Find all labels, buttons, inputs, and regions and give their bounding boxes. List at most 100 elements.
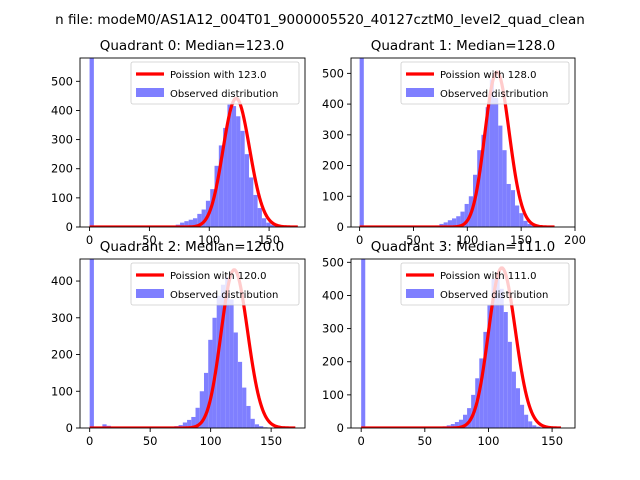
legend-patch-swatch <box>406 289 434 298</box>
x-tick-label: 150 <box>510 233 532 247</box>
x-tick-label: 50 <box>143 434 158 448</box>
hist-bar <box>188 219 193 227</box>
legend-label-fit: Poission with 111.0 <box>440 271 536 282</box>
y-tick-label: 100 <box>322 189 344 203</box>
hist-bar <box>248 177 254 227</box>
hist-bar <box>102 424 107 428</box>
hist-bar <box>487 305 492 428</box>
x-tick-label: 150 <box>541 434 563 448</box>
plot-area: 0 50 100 150 0 100 200 300 400 Poission with 120.… <box>51 258 306 448</box>
panel-quadrant-2: Quadrant 2: Median=120.0 0 50 100 150 0 100 20… <box>51 239 306 448</box>
hist-bar <box>495 275 500 428</box>
hist-bar <box>266 222 271 227</box>
x-tick-label: 50 <box>417 434 432 448</box>
hist-bar <box>246 405 251 428</box>
hist-bar <box>231 106 237 227</box>
hist-bar <box>502 150 507 227</box>
legend-patch-swatch <box>136 88 164 97</box>
x-tick-label: 0 <box>86 434 93 448</box>
legend-label-fit: Poission with 120.0 <box>170 271 266 282</box>
panel-title: Quadrant 1: Median=128.0 <box>371 38 555 54</box>
panel-title: Quadrant 3: Median=111.0 <box>371 239 555 255</box>
legend: Poission with 111.0 Observed distribution <box>400 262 570 306</box>
hist-bar <box>443 222 448 227</box>
legend: Poission with 123.0 Observed distribution <box>130 61 300 105</box>
hist-bar <box>237 361 243 428</box>
legend-label-fit: Poission with 123.0 <box>170 70 266 81</box>
hist-bar <box>481 134 486 227</box>
hist-bar <box>520 404 525 428</box>
plot-area: 0 50 100 150 200 0 100 200 300 400 500 Poission wit… <box>322 57 586 247</box>
x-tick-label: 100 <box>477 434 499 448</box>
hist-bar <box>458 419 463 428</box>
hist-bar <box>359 58 364 227</box>
y-tick-label: 100 <box>51 191 73 205</box>
hist-bar <box>242 387 247 428</box>
hist-bar <box>259 426 264 428</box>
legend-label-observed: Observed distribution <box>170 290 278 301</box>
y-tick-label: 400 <box>322 288 344 302</box>
hist-bar <box>229 299 234 428</box>
hist-bar <box>225 277 230 428</box>
hist-bar <box>250 418 255 428</box>
x-tick-label: 200 <box>564 233 586 247</box>
legend-box <box>400 61 570 105</box>
hist-bar <box>240 130 245 227</box>
hist-bar <box>180 222 185 227</box>
hist-bar <box>244 154 249 227</box>
hist-bar <box>479 358 484 428</box>
hist-bar <box>89 259 94 428</box>
panel-title: Quadrant 0: Median=123.0 <box>100 38 284 54</box>
hist-bar <box>515 205 520 227</box>
hist-bar <box>456 216 461 227</box>
legend-patch-swatch <box>406 88 434 97</box>
poisson-fit-line <box>360 266 562 428</box>
hist-bar <box>191 416 196 428</box>
hist-bar <box>498 125 503 227</box>
x-tick-label: 0 <box>356 233 363 247</box>
legend-label-fit: Poission with 128.0 <box>440 70 536 81</box>
y-tick-label: 0 <box>337 421 344 435</box>
panel-quadrant-3: Quadrant 3: Median=111.0 0 50 100 150 0 100 20… <box>322 239 576 448</box>
hist-bar <box>460 211 465 227</box>
y-tick-label: 500 <box>322 255 344 269</box>
hist-bar <box>507 341 512 428</box>
hist-bar <box>199 391 204 428</box>
x-tick-label: 100 <box>200 434 222 448</box>
hist-bar <box>447 220 453 227</box>
hist-bar <box>464 203 469 227</box>
hist-bar <box>233 332 238 428</box>
figure-suptitle: n file: modeM0/AS1A12_004T01_9000005520_… <box>55 12 585 28</box>
y-tick-label: 400 <box>51 274 73 288</box>
legend-box <box>400 262 570 306</box>
panel-title: Quadrant 2: Median=120.0 <box>100 239 284 255</box>
hist-bar <box>463 414 468 428</box>
axes-frame <box>79 258 306 429</box>
y-tick-label: 300 <box>51 133 73 147</box>
hist-bar <box>477 150 482 227</box>
hist-bar <box>270 224 275 227</box>
y-tick-label: 100 <box>51 384 73 398</box>
hist-bar <box>523 220 528 227</box>
hist-bar <box>454 422 459 428</box>
hist-bar <box>499 288 504 428</box>
x-tick-label: 150 <box>258 233 280 247</box>
hist-bar <box>450 424 455 428</box>
x-tick-label: 150 <box>260 434 282 448</box>
legend-box <box>130 262 300 306</box>
axes-frame <box>350 258 576 429</box>
x-tick-label: 50 <box>142 233 157 247</box>
hist-bar <box>223 127 228 227</box>
hist-bar <box>527 223 532 227</box>
legend-label-observed: Observed distribution <box>440 89 548 100</box>
hist-bar <box>361 259 366 428</box>
hist-bar <box>184 221 189 227</box>
hist-bar <box>192 218 198 227</box>
hist-bar <box>524 414 529 428</box>
hist-bar <box>201 209 206 227</box>
y-tick-label: 400 <box>322 97 344 111</box>
legend-label-observed: Observed distribution <box>170 89 278 100</box>
hist-bar <box>203 372 209 428</box>
legend-label-observed: Observed distribution <box>440 290 548 301</box>
hist-bar <box>254 424 260 428</box>
